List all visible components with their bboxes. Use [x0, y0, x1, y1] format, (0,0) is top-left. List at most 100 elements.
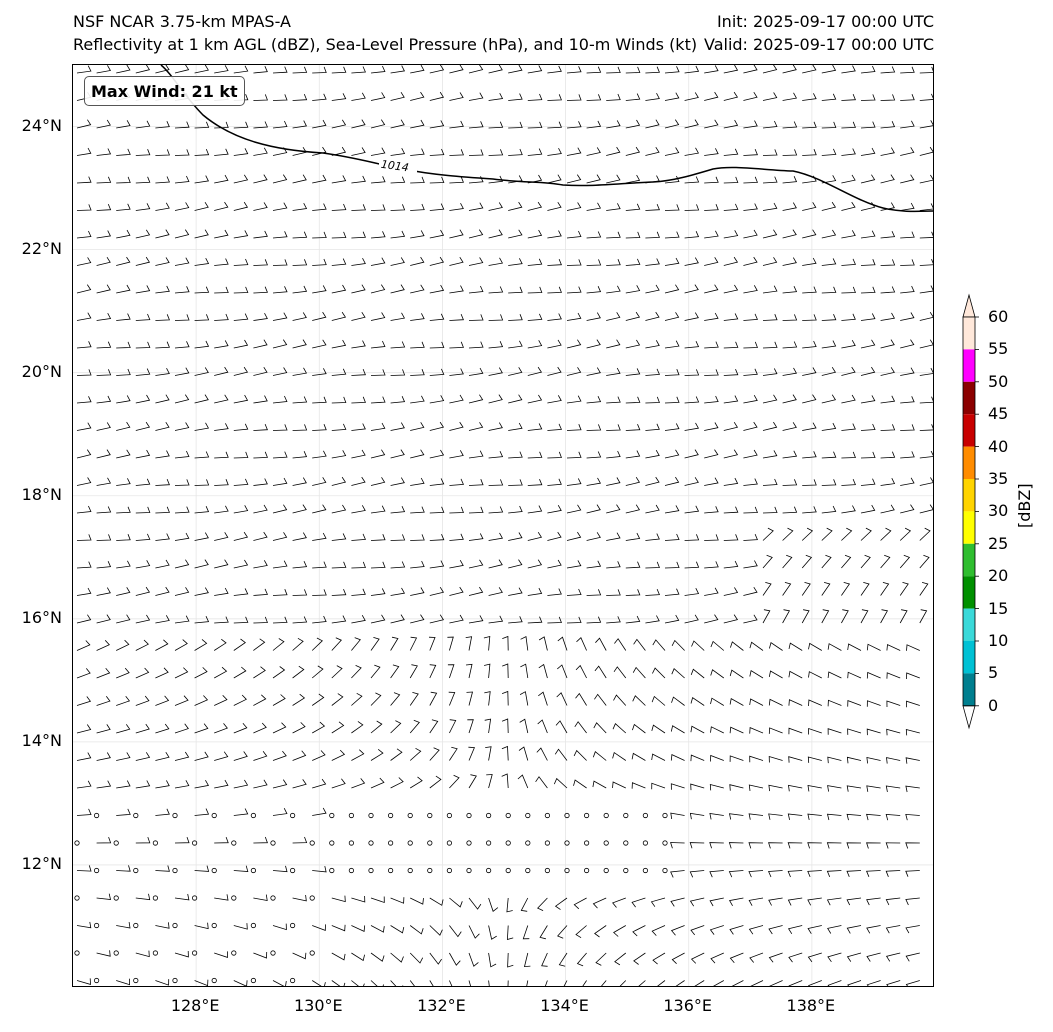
wind-barb	[214, 723, 228, 734]
wind-barb	[919, 582, 929, 596]
wind-barb	[76, 668, 91, 679]
wind-barb	[135, 149, 151, 156]
wind-barb	[743, 91, 758, 101]
wind-barb	[508, 479, 523, 486]
wind-barb	[826, 870, 842, 878]
wind-barb	[468, 92, 484, 101]
wind-barb	[723, 65, 739, 74]
wind-barb	[468, 202, 484, 211]
wind-barb	[501, 690, 509, 706]
calm-wind-circle	[74, 895, 80, 901]
wind-barb	[135, 533, 151, 541]
wind-barb	[547, 258, 562, 266]
wind-barb	[351, 119, 366, 129]
wind-barb	[174, 229, 190, 239]
wind-barb	[311, 980, 326, 986]
wind-barb	[846, 785, 862, 792]
wind-barb	[768, 727, 783, 734]
wind-barb	[390, 257, 405, 266]
wind-barb	[575, 692, 587, 706]
wind-barb	[331, 203, 347, 211]
wind-barb	[390, 534, 406, 541]
max-wind-label: Max Wind: 21 kt	[84, 76, 245, 106]
wind-barb	[194, 394, 209, 404]
title-left-line2: Reflectivity at 1 km AGL (dBZ), Sea-Leve…	[73, 35, 698, 54]
wind-barb	[174, 639, 188, 651]
calm-wind-circle	[348, 840, 354, 846]
wind-barb	[710, 697, 725, 706]
wind-barb	[194, 314, 210, 321]
colorbar-segment	[963, 381, 975, 415]
wind-barb	[468, 746, 475, 761]
wind-barb	[155, 922, 170, 929]
wind-barb	[174, 893, 190, 901]
colorbar-tick-label: 60	[988, 307, 1009, 326]
wind-barb	[762, 527, 774, 541]
wind-barb	[652, 639, 666, 651]
wind-barb	[638, 980, 646, 986]
wind-barb	[762, 478, 778, 486]
wind-barb	[155, 149, 170, 156]
calm-wind-circle	[583, 840, 590, 846]
wind-barb	[486, 774, 493, 789]
wind-barb	[880, 66, 896, 74]
wind-barb	[527, 286, 543, 294]
calm-wind-circle	[623, 840, 629, 846]
wind-barb	[233, 201, 249, 211]
wind-barb	[194, 695, 209, 706]
wind-barb	[174, 341, 190, 349]
colorbar-tick-label: 35	[988, 469, 1009, 488]
wind-barb	[704, 119, 719, 129]
wind-barb	[586, 396, 602, 404]
wind-barb	[174, 950, 189, 958]
wind-barb	[174, 450, 190, 459]
wind-barb	[174, 257, 190, 266]
wind-barb	[292, 477, 307, 486]
wind-barb	[272, 616, 288, 624]
wind-barb	[96, 561, 112, 569]
wind-barb	[671, 696, 685, 706]
wind-barb	[821, 93, 837, 101]
wind-barb	[566, 94, 582, 101]
wind-barb	[214, 229, 229, 239]
wind-barb	[116, 284, 131, 294]
wind-barb	[135, 176, 151, 184]
wind-barb	[410, 587, 425, 596]
wind-barb	[664, 66, 680, 74]
calm-wind-circle	[662, 840, 668, 846]
wind-barb	[689, 842, 705, 849]
wind-barb	[684, 449, 699, 459]
wind-barb	[272, 66, 288, 74]
wind-barb	[880, 286, 896, 294]
wind-barb	[527, 451, 543, 459]
wind-barb	[885, 813, 901, 821]
wind-barb	[214, 616, 229, 624]
wind-barb	[664, 561, 680, 569]
wind-barb	[750, 980, 764, 986]
wind-barb	[526, 980, 529, 986]
wind-barb	[390, 614, 405, 624]
wind-barb	[312, 396, 327, 404]
wind-barb	[116, 667, 130, 679]
wind-barb	[272, 231, 288, 239]
wind-barb	[233, 980, 248, 986]
wind-barb	[233, 923, 248, 930]
wind-barb	[468, 774, 477, 789]
colorbar-tick-label: 25	[988, 533, 1009, 553]
wind-barb	[331, 66, 347, 74]
wind-barb	[233, 258, 249, 266]
wind-barb	[713, 980, 724, 986]
wind-barb	[508, 559, 523, 569]
wind-barb	[174, 479, 190, 486]
colorbar-segment	[963, 576, 975, 609]
wind-barb	[272, 980, 287, 986]
calm-wind-circle	[485, 812, 492, 819]
wind-barb	[710, 952, 724, 964]
wind-barb	[748, 870, 764, 878]
wind-barb	[96, 893, 112, 900]
wind-barb	[547, 366, 562, 376]
wind-barb	[586, 616, 602, 624]
calm-wind-circle	[348, 867, 354, 874]
wind-barb	[860, 94, 876, 101]
wind-barb	[311, 665, 324, 679]
